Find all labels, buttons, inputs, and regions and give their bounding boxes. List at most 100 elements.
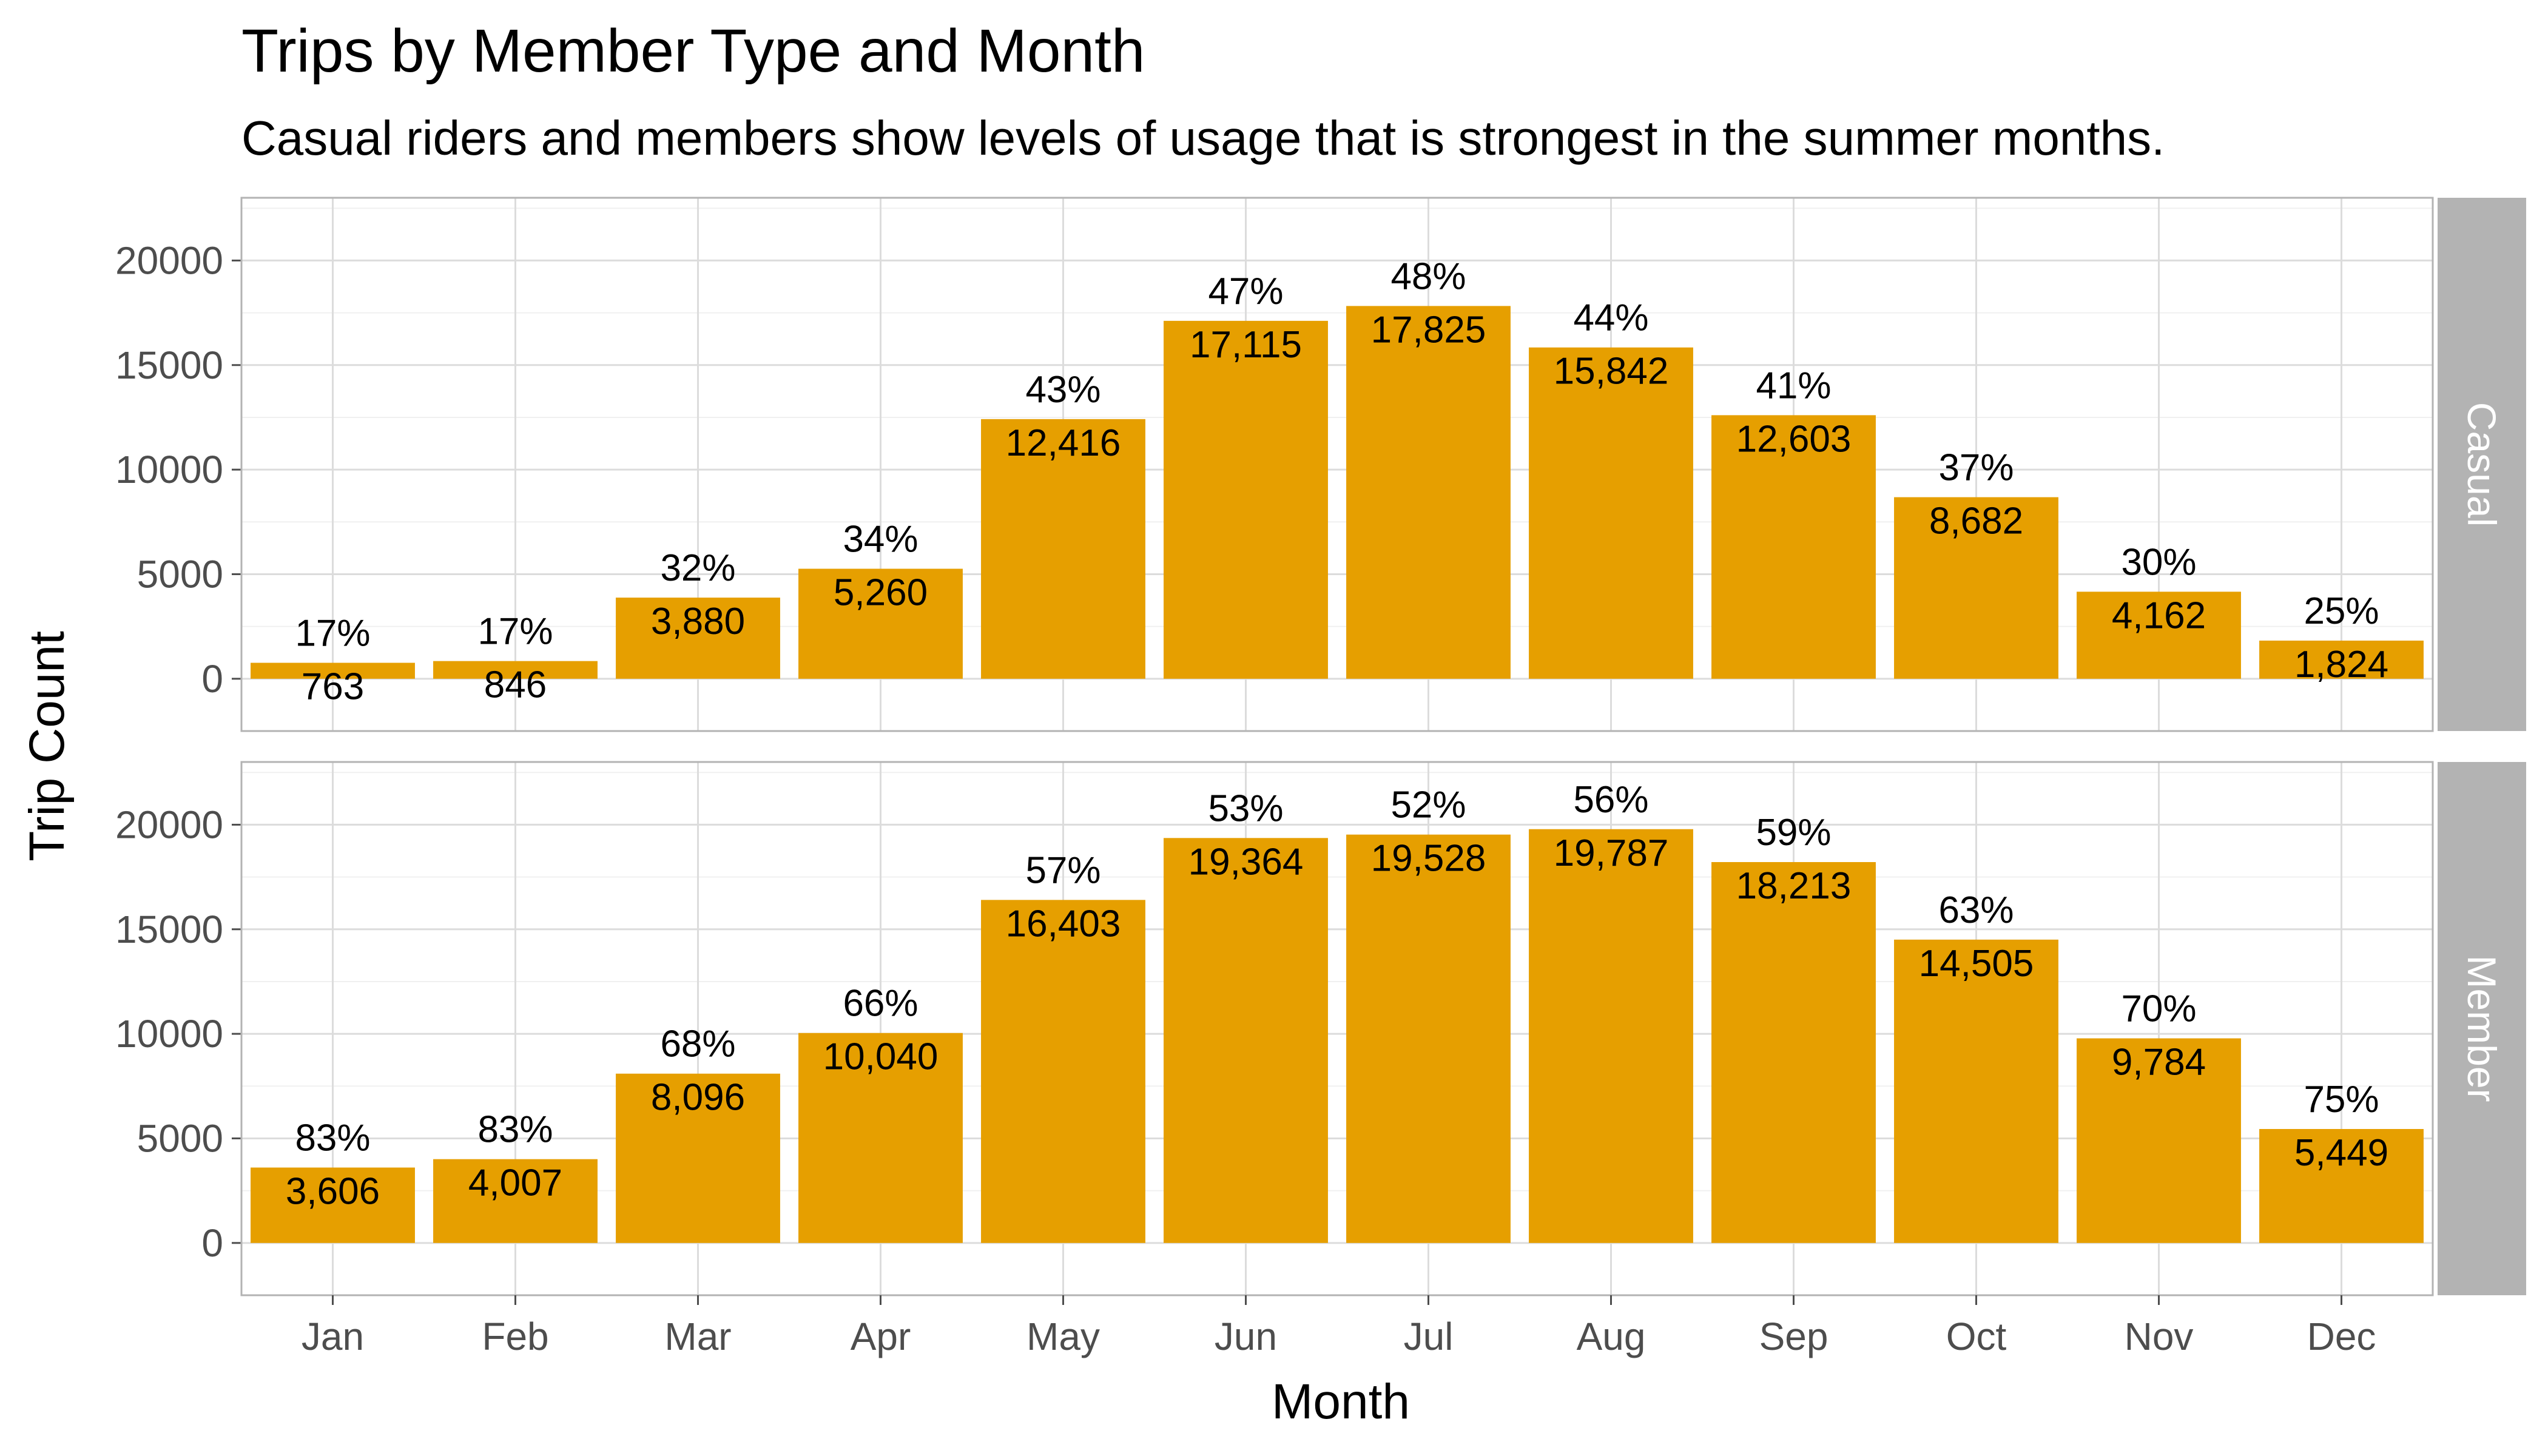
- bar-aug: [1529, 829, 1693, 1243]
- value-label: 8,096: [651, 1077, 745, 1119]
- chart-title: Trips by Member Type and Month: [241, 17, 1145, 85]
- bar-oct: [1894, 497, 2058, 679]
- value-label: 12,603: [1736, 418, 1852, 460]
- bar-mar: [616, 1073, 780, 1243]
- bar-sep: [1711, 862, 1876, 1243]
- bar-jun: [1164, 320, 1328, 679]
- y-tick-label: 0: [201, 1221, 223, 1265]
- value-label: 19,787: [1554, 832, 1669, 874]
- percent-label: 70%: [2121, 988, 2196, 1030]
- bar-feb: [433, 661, 598, 679]
- percent-label: 47%: [1208, 271, 1283, 312]
- chart-subtitle: Casual riders and members show levels of…: [241, 111, 2165, 165]
- percent-label: 30%: [2121, 541, 2196, 583]
- percent-label: 83%: [477, 1109, 553, 1151]
- bar-may: [981, 419, 1145, 679]
- value-label: 8,682: [1929, 500, 2023, 542]
- x-tick-label: Jan: [302, 1315, 364, 1358]
- bar-mar: [616, 598, 780, 679]
- y-tick-label: 20000: [115, 238, 223, 282]
- bar-jul: [1346, 306, 1511, 679]
- facet-strip-label: Member: [2459, 955, 2504, 1102]
- x-tick-label: Apr: [851, 1315, 911, 1358]
- percent-label: 52%: [1390, 784, 1466, 826]
- value-label: 3,606: [286, 1171, 380, 1213]
- value-label: 1,824: [2294, 644, 2388, 686]
- value-label: 14,505: [1919, 943, 2034, 985]
- percent-label: 37%: [1938, 447, 2014, 489]
- x-tick-label: Dec: [2307, 1315, 2376, 1358]
- x-tick-label: Feb: [482, 1315, 548, 1358]
- x-tick-label: Oct: [1946, 1315, 2007, 1358]
- percent-label: 68%: [660, 1023, 735, 1065]
- y-tick-label: 5000: [137, 1116, 223, 1160]
- value-label: 763: [302, 666, 364, 708]
- value-label: 17,115: [1190, 324, 1302, 366]
- percent-label: 83%: [295, 1117, 370, 1159]
- x-tick-label: Nov: [2125, 1315, 2194, 1358]
- percent-label: 48%: [1390, 255, 1466, 297]
- percent-label: 75%: [2304, 1079, 2379, 1121]
- facet-strip: [2438, 198, 2526, 731]
- value-label: 19,364: [1188, 841, 1304, 883]
- x-tick-label: May: [1026, 1315, 1100, 1358]
- value-label: 19,528: [1371, 838, 1486, 880]
- y-tick-label: 10000: [115, 1012, 223, 1056]
- panel-border: [240, 197, 2434, 732]
- x-axis-title: Month: [1272, 1374, 1410, 1429]
- bar-apr: [798, 1033, 963, 1243]
- percent-label: 66%: [843, 983, 918, 1025]
- bar-sep: [1711, 415, 1876, 679]
- x-tick-label: Jun: [1215, 1315, 1277, 1358]
- percent-label: 32%: [660, 547, 735, 589]
- panel-border: [240, 761, 2434, 1296]
- facet-strip-label: Casual: [2459, 402, 2504, 527]
- value-label: 4,007: [468, 1162, 562, 1204]
- y-axis-title: Trip Count: [19, 631, 75, 861]
- bar-nov: [2077, 1038, 2241, 1243]
- value-label: 846: [484, 664, 547, 706]
- x-axis: Jan Feb Mar Apr May Jun Jul Aug Sep Oct Nov Dec: [302, 1295, 2376, 1358]
- value-label: 9,784: [2112, 1042, 2206, 1084]
- percent-label: 43%: [1025, 369, 1100, 411]
- percent-label: 17%: [295, 613, 370, 655]
- bar-dec: [2259, 640, 2424, 679]
- y-tick-label: 5000: [137, 552, 223, 596]
- value-label: 17,825: [1371, 309, 1486, 351]
- panel-member: 0 5000 10000 15000 20000 83% 3,606 83% 4,007 68% 8…: [115, 761, 2526, 1296]
- facet-strip: [2438, 762, 2526, 1295]
- percent-label: 17%: [477, 611, 553, 653]
- y-tick-label: 15000: [115, 908, 223, 951]
- x-tick-label: Mar: [664, 1315, 731, 1358]
- panel-background: [241, 762, 2433, 1295]
- value-label: 16,403: [1006, 903, 1121, 945]
- value-label: 3,880: [651, 601, 745, 642]
- value-label: 4,162: [2112, 595, 2206, 636]
- value-label: 5,449: [2294, 1132, 2388, 1174]
- x-tick-label: Sep: [1759, 1315, 1828, 1358]
- percent-label: 57%: [1025, 849, 1100, 891]
- y-tick-label: 0: [201, 657, 223, 701]
- value-label: 18,213: [1736, 865, 1852, 907]
- value-label: 12,416: [1006, 422, 1121, 464]
- y-tick-label: 20000: [115, 803, 223, 846]
- bar-may: [981, 900, 1145, 1243]
- percent-label: 25%: [2304, 590, 2379, 632]
- y-tick-label: 15000: [115, 343, 223, 387]
- x-tick-label: Jul: [1404, 1315, 1454, 1358]
- bar-dec: [2259, 1128, 2424, 1243]
- value-label: 15,842: [1554, 351, 1669, 393]
- bar-nov: [2077, 592, 2241, 679]
- x-tick-label: Aug: [1577, 1315, 1646, 1358]
- y-tick-label: 10000: [115, 448, 223, 491]
- panel-background: [241, 198, 2433, 731]
- facet-panels: 0 5000 10000 15000 20000 17% 763 17% 846 32% 3,880…: [115, 197, 2526, 1296]
- bar-apr: [798, 568, 963, 679]
- bar-jan: [251, 1167, 415, 1243]
- bar-aug: [1529, 347, 1693, 679]
- bar-jul: [1346, 834, 1511, 1243]
- value-label: 5,260: [834, 572, 928, 614]
- percent-label: 56%: [1573, 779, 1648, 821]
- percent-label: 34%: [843, 519, 918, 561]
